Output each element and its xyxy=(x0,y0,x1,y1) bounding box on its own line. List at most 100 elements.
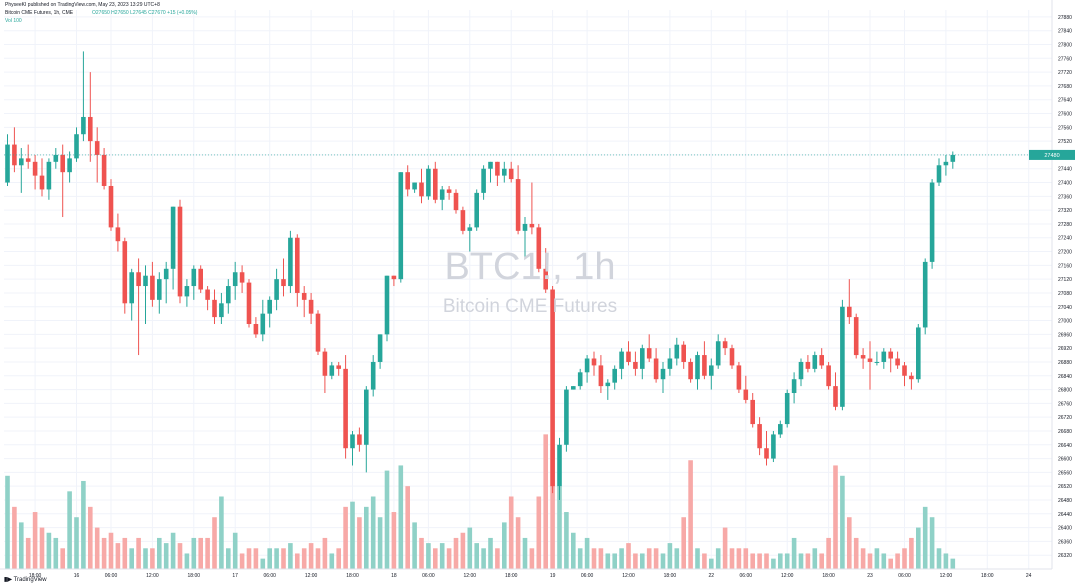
candle xyxy=(660,361,666,394)
candle-body xyxy=(136,272,141,287)
candle-body xyxy=(101,154,107,186)
x-tick-label: 18:00 xyxy=(188,573,201,579)
candle xyxy=(577,368,583,390)
candle-body xyxy=(743,389,749,400)
volume-bar xyxy=(446,548,452,569)
candle xyxy=(136,258,141,356)
candle-body xyxy=(301,292,307,300)
tradingview-logo[interactable]: ▮▶ TradingView xyxy=(4,576,47,583)
candle xyxy=(177,199,183,304)
volume-bar xyxy=(860,548,866,569)
candle xyxy=(433,161,438,204)
candle xyxy=(357,427,362,452)
candle xyxy=(67,151,72,183)
volume-bar xyxy=(681,517,686,569)
candle xyxy=(184,279,190,307)
candle xyxy=(881,348,887,369)
publish-info: PhyseeKI published on TradingView.com, M… xyxy=(5,2,160,8)
candle-body xyxy=(688,361,693,380)
candle-body xyxy=(667,358,673,369)
x-tick-label: 17 xyxy=(232,573,238,579)
volume-bar xyxy=(157,537,162,569)
volume-bar xyxy=(295,553,300,569)
tradingview-brand: TradingView xyxy=(13,577,47,583)
x-tick-label: 06:00 xyxy=(422,573,435,579)
candle xyxy=(315,310,321,356)
volume-bar xyxy=(322,537,328,569)
x-tick-label: 12:00 xyxy=(940,573,953,579)
candle-body xyxy=(336,365,341,369)
candle xyxy=(508,161,514,183)
candle-body xyxy=(778,424,783,435)
candle xyxy=(502,161,507,183)
volume-bar xyxy=(584,537,590,569)
candle-body xyxy=(364,389,369,445)
candle-body xyxy=(805,361,811,369)
volume-bar xyxy=(667,543,673,569)
y-tick-label: 27560 xyxy=(1058,125,1072,131)
candle xyxy=(729,344,735,369)
candle-body xyxy=(922,261,928,328)
y-tick-label: 26520 xyxy=(1058,484,1072,490)
candle xyxy=(191,265,197,300)
x-tick-label: 16 xyxy=(74,573,80,579)
candle xyxy=(81,51,86,142)
x-tick-label: 12:00 xyxy=(146,573,159,579)
x-tick-label: 12:00 xyxy=(781,573,794,579)
volume-bar xyxy=(502,522,507,569)
y-tick-label: 26800 xyxy=(1058,388,1072,394)
y-tick-label: 27720 xyxy=(1058,70,1072,76)
candle xyxy=(32,154,38,190)
volume-bar xyxy=(350,501,355,569)
volume-bar xyxy=(853,537,859,569)
volume-bar xyxy=(495,548,500,569)
candle-body xyxy=(612,368,617,383)
volume-bar xyxy=(384,470,390,569)
candle-body xyxy=(281,279,286,287)
y-tick-label: 26640 xyxy=(1058,443,1072,449)
candle xyxy=(322,348,328,394)
candle-body xyxy=(81,116,86,135)
volume-bar xyxy=(426,543,431,569)
volume-bar xyxy=(840,475,845,569)
candle-body xyxy=(12,144,17,166)
y-tick-label: 27200 xyxy=(1058,250,1072,256)
candle xyxy=(888,348,893,373)
x-tick-label: 06:00 xyxy=(581,573,594,579)
volume-bar xyxy=(274,548,279,569)
volume-bar xyxy=(943,553,949,569)
candle-body xyxy=(653,358,659,380)
volume-bar xyxy=(460,532,466,569)
candle-body xyxy=(460,210,466,231)
y-tick-label: 27640 xyxy=(1058,98,1072,104)
volume-bar xyxy=(74,517,79,569)
volume-bar xyxy=(522,537,528,569)
time-axis[interactable]: 18:00 16 06:00 12:00 18:00 17 06:00 12:00 18:00 1… xyxy=(29,573,1032,579)
volume-bar xyxy=(212,517,217,569)
x-tick-label: 18:00 xyxy=(822,573,835,579)
candle xyxy=(709,358,714,390)
candle-body xyxy=(67,158,72,173)
candle xyxy=(453,189,459,214)
volume-bar xyxy=(902,548,907,569)
y-tick-label: 27520 xyxy=(1058,139,1072,145)
volume-bar xyxy=(357,517,362,569)
candle-body xyxy=(902,365,907,376)
candle-body xyxy=(232,272,238,287)
candle xyxy=(936,158,942,186)
price-axis[interactable]: 26320 26360 26400 26440 26480 26520 26560 26600… xyxy=(1058,15,1072,559)
x-tick-label: 06:00 xyxy=(898,573,911,579)
volume-bar xyxy=(778,553,783,569)
candle xyxy=(757,417,762,456)
candle-body xyxy=(709,365,714,376)
candle-body xyxy=(591,358,597,366)
candle-body xyxy=(798,361,804,380)
candle-body xyxy=(115,227,121,242)
candle-body xyxy=(626,351,631,362)
volume-bar xyxy=(695,548,700,569)
candle-body xyxy=(391,275,397,280)
candle-body xyxy=(488,161,493,169)
y-tick-label: 27360 xyxy=(1058,194,1072,200)
y-tick-label: 26680 xyxy=(1058,429,1072,435)
